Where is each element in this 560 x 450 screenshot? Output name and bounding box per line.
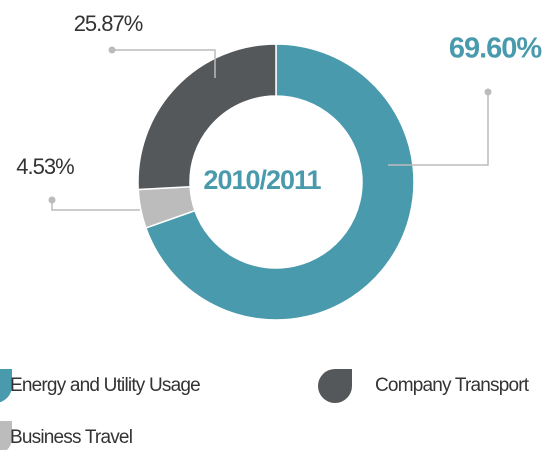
value-label: 25.87% [74,11,143,36]
donut-slice [137,43,277,191]
legend-swatch [318,369,352,403]
legend-swatch [0,421,12,450]
leader-line [388,92,489,166]
leader-dot [484,88,492,96]
leader-line [112,49,216,78]
center-label: 2010/2011 [203,165,321,195]
legend-label: Energy and Utility Usage [10,375,200,396]
leader-line [51,200,140,211]
value-label: 69.60% [449,33,543,65]
legend-swatch [0,369,12,403]
donut-slice [144,43,415,321]
legend-label: Company Transport [375,375,530,396]
value-label: 4.53% [16,154,74,179]
leader-dot [108,46,116,54]
leader-dot [48,196,56,204]
legend-label: Business Travel [10,427,132,448]
